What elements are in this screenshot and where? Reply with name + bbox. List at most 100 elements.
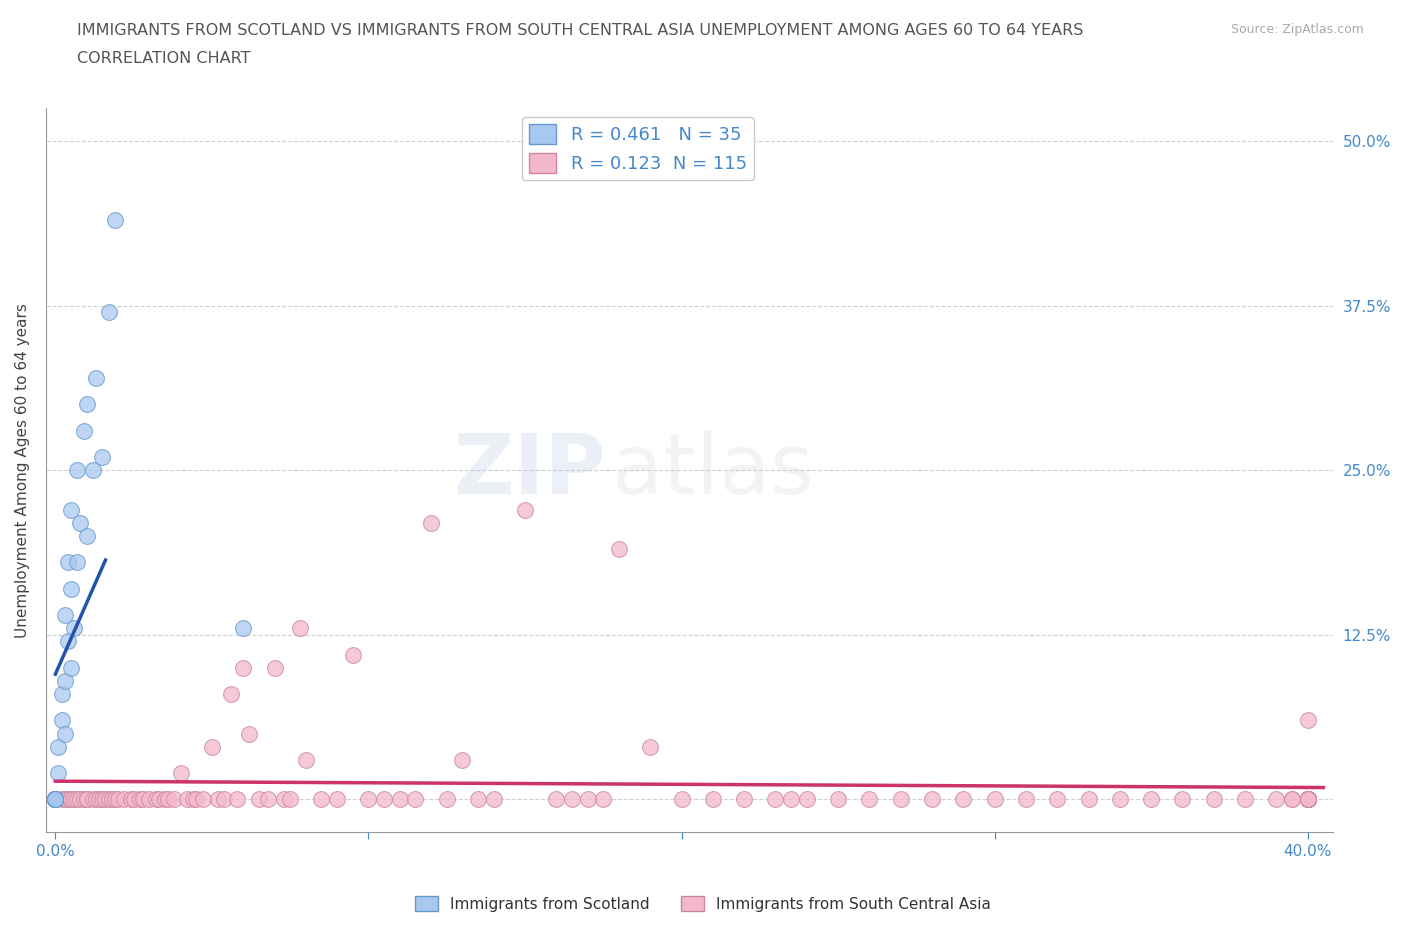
Point <box>592 792 614 807</box>
Point <box>1108 792 1130 807</box>
Point <box>1296 792 1319 807</box>
Point <box>44 792 66 807</box>
Point <box>120 792 142 807</box>
Point <box>1077 792 1099 807</box>
Text: IMMIGRANTS FROM SCOTLAND VS IMMIGRANTS FROM SOUTH CENTRAL ASIA UNEMPLOYMENT AMON: IMMIGRANTS FROM SCOTLAND VS IMMIGRANTS F… <box>77 23 1084 38</box>
Point <box>107 792 129 807</box>
Point <box>796 792 818 807</box>
Point <box>63 621 86 636</box>
Point <box>232 660 254 675</box>
Text: Source: ZipAtlas.com: Source: ZipAtlas.com <box>1230 23 1364 36</box>
Point <box>100 792 122 807</box>
Point <box>1140 792 1163 807</box>
Point <box>890 792 912 807</box>
Point <box>44 792 66 807</box>
Point <box>56 555 79 570</box>
Point <box>72 423 94 438</box>
Point <box>404 792 426 807</box>
Point <box>132 792 155 807</box>
Point <box>60 792 83 807</box>
Point <box>201 739 224 754</box>
Point <box>51 686 73 701</box>
Text: CORRELATION CHART: CORRELATION CHART <box>77 51 250 66</box>
Point <box>1281 792 1303 807</box>
Point <box>921 792 943 807</box>
Point <box>44 792 66 807</box>
Point <box>1046 792 1069 807</box>
Point <box>51 713 73 728</box>
Point <box>546 792 568 807</box>
Point <box>1296 792 1319 807</box>
Point <box>84 370 107 385</box>
Point <box>263 660 285 675</box>
Point <box>1202 792 1225 807</box>
Point <box>420 515 443 530</box>
Point <box>1296 792 1319 807</box>
Point <box>44 792 66 807</box>
Point <box>181 792 204 807</box>
Point <box>76 792 98 807</box>
Point <box>288 621 311 636</box>
Point <box>48 739 70 754</box>
Point <box>94 792 117 807</box>
Point <box>952 792 974 807</box>
Point <box>148 792 170 807</box>
Point <box>214 792 236 807</box>
Point <box>1015 792 1038 807</box>
Point <box>44 792 66 807</box>
Point <box>357 792 380 807</box>
Point <box>60 581 83 596</box>
Point <box>48 765 70 780</box>
Point <box>44 792 66 807</box>
Point <box>1234 792 1257 807</box>
Point <box>44 792 66 807</box>
Point <box>671 792 693 807</box>
Point <box>1296 792 1319 807</box>
Point <box>91 449 114 464</box>
Point <box>373 792 395 807</box>
Point <box>51 792 73 807</box>
Point <box>1281 792 1303 807</box>
Point <box>295 752 318 767</box>
Point <box>1296 792 1319 807</box>
Point <box>44 792 66 807</box>
Point <box>97 305 120 320</box>
Point <box>44 792 66 807</box>
Point <box>44 792 66 807</box>
Point <box>765 792 787 807</box>
Point <box>44 792 66 807</box>
Point <box>247 792 270 807</box>
Point <box>1296 792 1319 807</box>
Point <box>561 792 583 807</box>
Point <box>82 463 104 478</box>
Point <box>82 792 104 807</box>
Point <box>1296 792 1319 807</box>
Point <box>76 397 98 412</box>
Point <box>1265 792 1288 807</box>
Point <box>278 792 301 807</box>
Point <box>153 792 176 807</box>
Point <box>60 660 83 675</box>
Point <box>60 792 83 807</box>
Point <box>72 792 94 807</box>
Point <box>44 792 66 807</box>
Point <box>53 673 76 688</box>
Point <box>56 634 79 649</box>
Point <box>827 792 849 807</box>
Point <box>56 792 79 807</box>
Point <box>66 555 89 570</box>
Point <box>311 792 333 807</box>
Point <box>702 792 724 807</box>
Point <box>638 739 661 754</box>
Point <box>66 463 89 478</box>
Point <box>91 792 114 807</box>
Point <box>69 515 91 530</box>
Point <box>207 792 229 807</box>
Point <box>44 792 66 807</box>
Point <box>138 792 160 807</box>
Point <box>273 792 295 807</box>
Point <box>238 726 260 741</box>
Point <box>163 792 186 807</box>
Point <box>467 792 489 807</box>
Point <box>1171 792 1194 807</box>
